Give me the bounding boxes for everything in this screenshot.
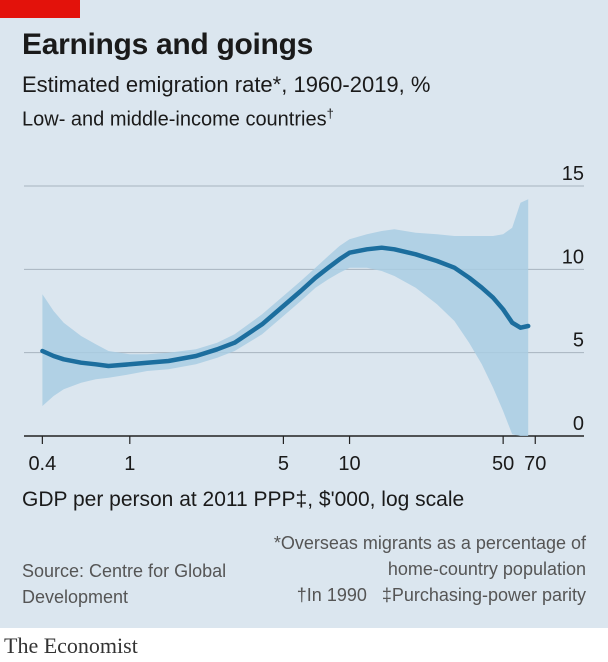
footnote-year: †In 1990 <box>296 585 367 605</box>
confidence-band <box>42 199 529 436</box>
chart-subtitle-secondary: Low- and middle-income countries† <box>22 106 334 132</box>
y-tick-label: 15 <box>562 163 584 185</box>
x-tick-label: 70 <box>524 453 546 475</box>
y-tick-label: 10 <box>562 246 584 268</box>
footnotes: *Overseas migrants as a percentage of ho… <box>256 530 586 608</box>
footnote-ppp: ‡Purchasing-power parity <box>381 585 586 605</box>
x-tick-label: 50 <box>492 453 514 475</box>
subtitle-footnote-mark: † <box>326 106 334 121</box>
x-tick-label: 1 <box>124 453 135 475</box>
footer-band <box>0 628 608 662</box>
source-note: Source: Centre for Global Development <box>22 561 227 607</box>
x-tick-label: 5 <box>278 453 289 475</box>
brand-red-tag <box>0 0 80 18</box>
footnote-row: †In 1990 ‡Purchasing-power parity <box>256 582 586 608</box>
x-axis-label: GDP per person at 2011 PPP‡, $'000, log … <box>22 488 465 511</box>
chart-title: Earnings and goings <box>22 28 313 61</box>
subtitle-secondary-text: Low- and middle-income countries <box>22 108 327 131</box>
emigration-rate-line <box>40 245 531 369</box>
y-tick-label: 0 <box>573 413 584 435</box>
brand-logo: The Economist <box>4 633 138 658</box>
y-tick-label: 5 <box>573 330 584 352</box>
chart-subtitle: Estimated emigration rate*, 1960-2019, % <box>22 72 431 97</box>
x-tick-label: 10 <box>338 453 360 475</box>
footnote-definition: *Overseas migrants as a percentage of ho… <box>273 533 586 579</box>
x-tick-label: 0.4 <box>28 453 56 475</box>
